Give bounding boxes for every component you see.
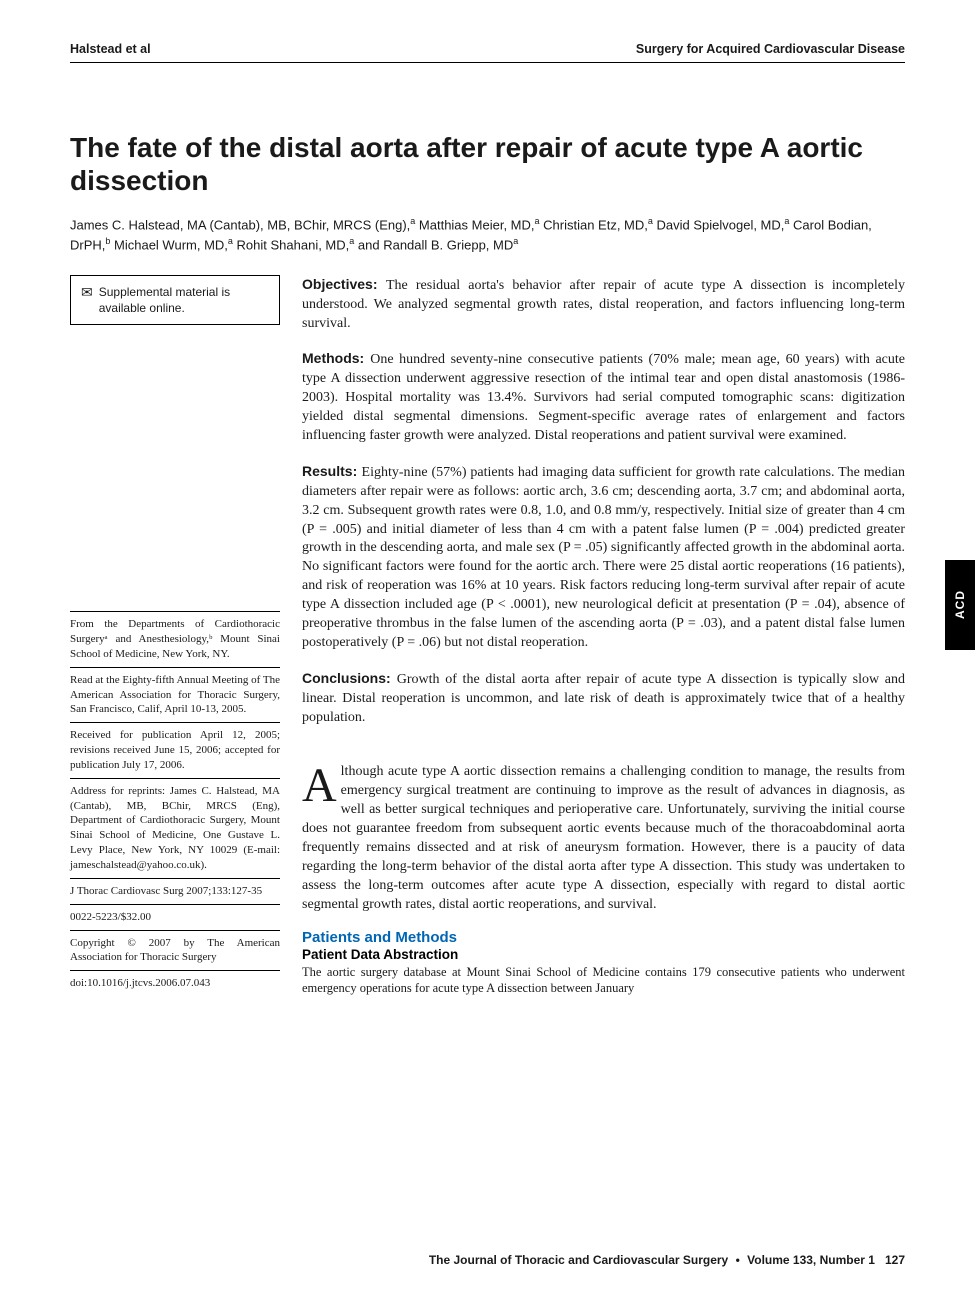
- abstract-results: Results: Eighty-nine (57%) patients had …: [302, 462, 905, 653]
- abstract-objectives: Objectives: The residual aorta's behavio…: [302, 275, 905, 334]
- supplemental-box[interactable]: ✉ Supplemental material is available onl…: [70, 275, 280, 325]
- left-sidebar: ✉ Supplemental material is available onl…: [70, 275, 280, 996]
- intro-text: lthough acute type A aortic dissection r…: [302, 764, 905, 911]
- abstract-conclusions: Conclusions: Growth of the distal aorta …: [302, 669, 905, 728]
- mouse-icon: ✉: [81, 285, 93, 299]
- intro-paragraph: Although acute type A aortic dissection …: [302, 763, 905, 914]
- section-heading-methods: Patients and Methods: [302, 929, 905, 946]
- affiliation-item: 0022-5223/$32.00: [70, 904, 280, 930]
- affiliation-item: Address for reprints: James C. Halstead,…: [70, 778, 280, 878]
- affiliation-item: Read at the Eighty-fifth Annual Meeting …: [70, 667, 280, 723]
- abstract: Objectives: The residual aorta's behavio…: [302, 275, 905, 728]
- header-authors: Halstead et al: [70, 42, 151, 56]
- methods-body: The aortic surgery database at Mount Sin…: [302, 964, 905, 997]
- author-list: James C. Halstead, MA (Cantab), MB, BChi…: [70, 215, 905, 255]
- footer-issue: Volume 133, Number 1: [747, 1253, 875, 1267]
- subheading-patient-data: Patient Data Abstraction: [302, 947, 905, 962]
- footer-page: 127: [885, 1253, 905, 1267]
- affiliation-item: Copyright © 2007 by The American Associa…: [70, 930, 280, 971]
- header-section: Surgery for Acquired Cardiovascular Dise…: [636, 42, 905, 56]
- abstract-methods: Methods: One hundred seventy-nine consec…: [302, 349, 905, 445]
- article-title: The fate of the distal aorta after repai…: [70, 131, 905, 197]
- affiliation-item: J Thorac Cardiovasc Surg 2007;133:127-35: [70, 878, 280, 904]
- affiliation-item: Received for publication April 12, 2005;…: [70, 722, 280, 778]
- main-column: Objectives: The residual aorta's behavio…: [302, 275, 905, 996]
- running-header: Halstead et al Surgery for Acquired Card…: [70, 42, 905, 63]
- page-footer: The Journal of Thoracic and Cardiovascul…: [70, 1253, 905, 1267]
- affiliation-item: doi:10.1016/j.jtcvs.2006.07.043: [70, 970, 280, 996]
- dropcap: A: [302, 763, 341, 807]
- affiliation-item: From the Departments of Cardiothoracic S…: [70, 611, 280, 667]
- footer-journal: The Journal of Thoracic and Cardiovascul…: [429, 1253, 728, 1267]
- affiliations-block: From the Departments of Cardiothoracic S…: [70, 611, 280, 996]
- supplemental-text: Supplemental material is available onlin…: [99, 284, 269, 316]
- side-tab-acd: ACD: [945, 560, 975, 650]
